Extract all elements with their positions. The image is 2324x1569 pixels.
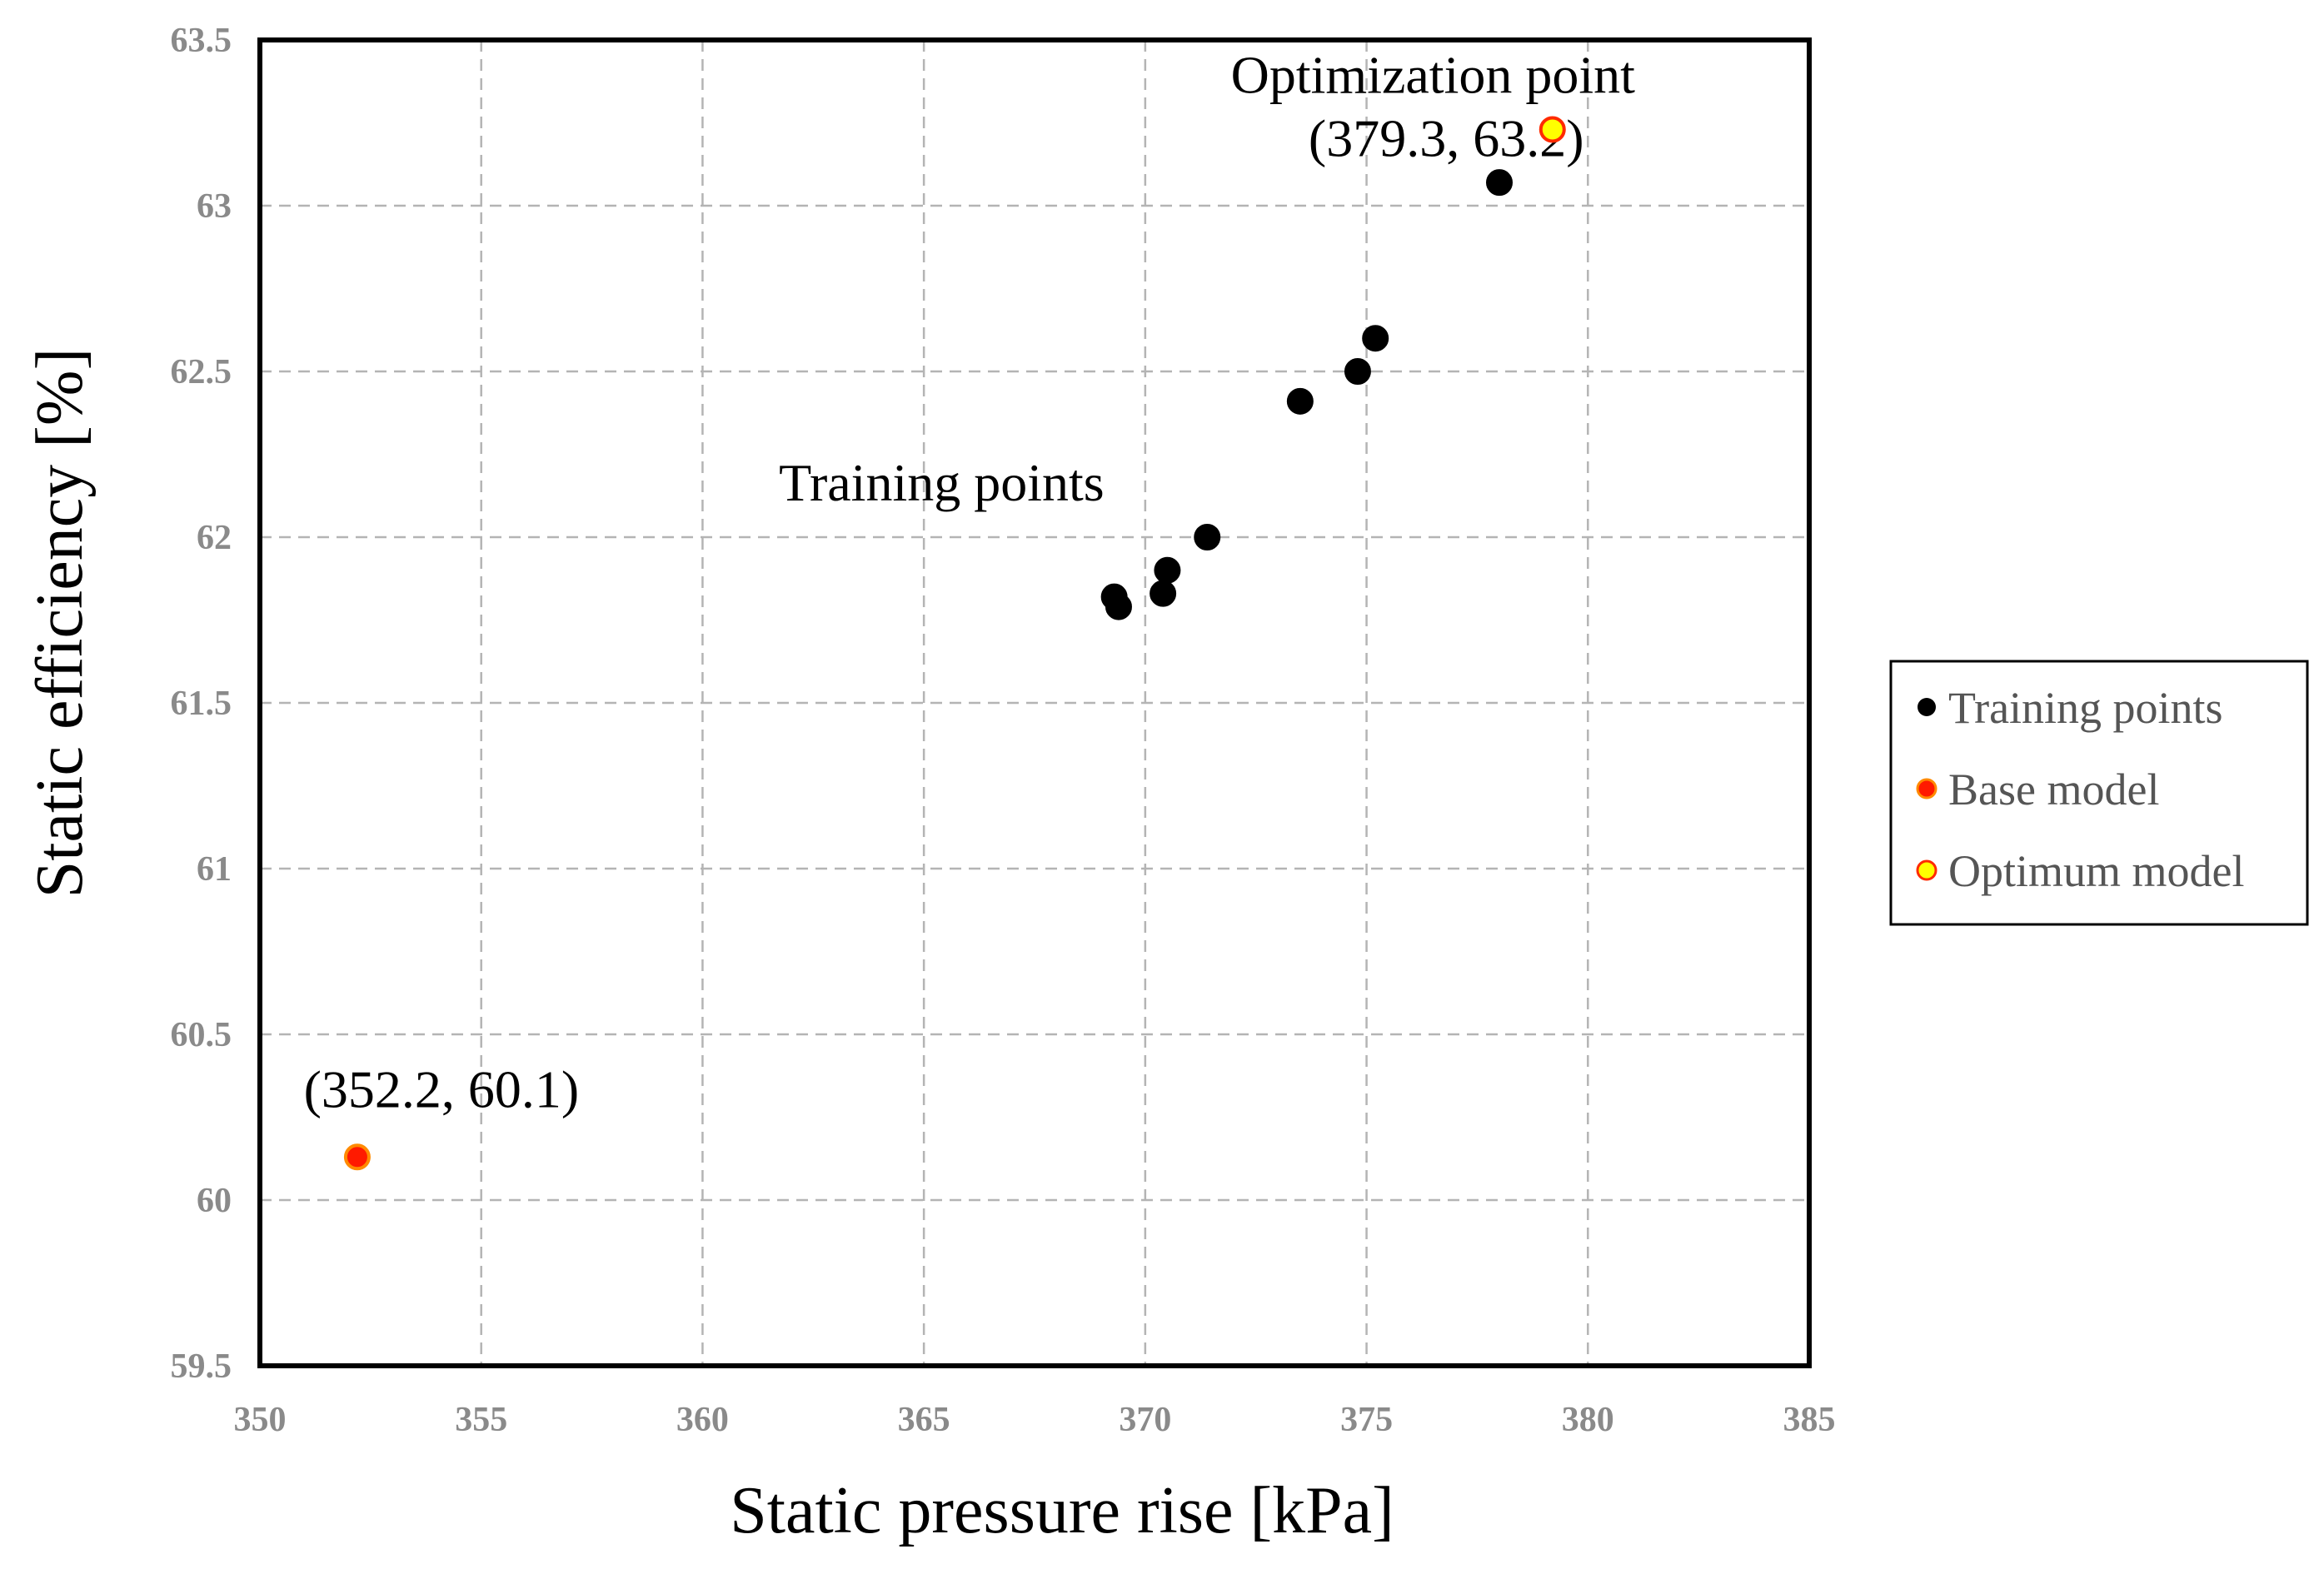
y-tick-label: 63.5 <box>171 22 232 60</box>
tick-labels: 350 355 360 365 370 375 380 385 59.5 60 60.5 61 61.5… <box>171 22 1836 1439</box>
legend-marker-training-points <box>1918 698 1936 716</box>
point-training-points <box>1105 593 1132 620</box>
x-tick-label: 385 <box>1783 1401 1836 1439</box>
data-points <box>343 116 1566 1171</box>
point-training-points <box>1486 169 1513 197</box>
legend-label-training-points: Training points <box>1948 683 2223 733</box>
annotation-training-label: Training points <box>779 453 1105 512</box>
point-training-points <box>1362 325 1389 352</box>
x-tick-label: 380 <box>1562 1401 1614 1439</box>
annotation-optimization-title: Optimization point <box>1231 46 1636 105</box>
point-base-model <box>343 1143 371 1171</box>
x-tick-label: 375 <box>1340 1401 1393 1439</box>
annotations: Optimization point(379.3, 63.2) Training … <box>304 46 1636 1119</box>
point-training-points <box>1150 580 1177 607</box>
y-tick-label: 61.5 <box>171 685 232 723</box>
y-tick-label: 63 <box>197 187 232 226</box>
x-tick-label: 350 <box>234 1401 287 1439</box>
point-training-points <box>1194 524 1221 550</box>
y-tick-label: 62.5 <box>171 353 232 391</box>
legend-marker-base-model <box>1916 778 1937 799</box>
x-axis-label: Static pressure rise [kPa] <box>730 1474 1394 1547</box>
point-optimum-model <box>1539 116 1566 143</box>
point-training-points <box>1344 358 1371 385</box>
y-tick-label: 60.5 <box>171 1016 232 1054</box>
annotation-optimization-coords: (379.3, 63.2) <box>1309 108 1584 167</box>
grid-lines <box>260 40 1809 1366</box>
x-tick-label: 355 <box>455 1401 507 1439</box>
legend-box <box>1889 660 2309 926</box>
y-tick-label: 60 <box>197 1182 232 1220</box>
x-tick-label: 370 <box>1119 1401 1171 1439</box>
y-tick-label: 59.5 <box>171 1347 232 1386</box>
point-training-points <box>1286 387 1314 415</box>
plot-area-frame <box>257 37 1812 1368</box>
legend-label-base-model: Base model <box>1948 765 2159 814</box>
annotation-base-coords: (352.2, 60.1) <box>304 1060 580 1119</box>
y-tick-label: 61 <box>197 850 232 889</box>
legend-marker-optimum-model <box>1916 859 1937 881</box>
legend: Training points Base model Optimum model <box>1889 660 2309 926</box>
y-tick-label: 62 <box>197 519 232 557</box>
y-axis-label: Static efficiency [%] <box>23 348 97 898</box>
x-tick-label: 360 <box>676 1401 729 1439</box>
x-tick-label: 365 <box>898 1401 950 1439</box>
legend-label-optimum-model: Optimum model <box>1948 846 2244 896</box>
point-training-points <box>1154 556 1181 584</box>
